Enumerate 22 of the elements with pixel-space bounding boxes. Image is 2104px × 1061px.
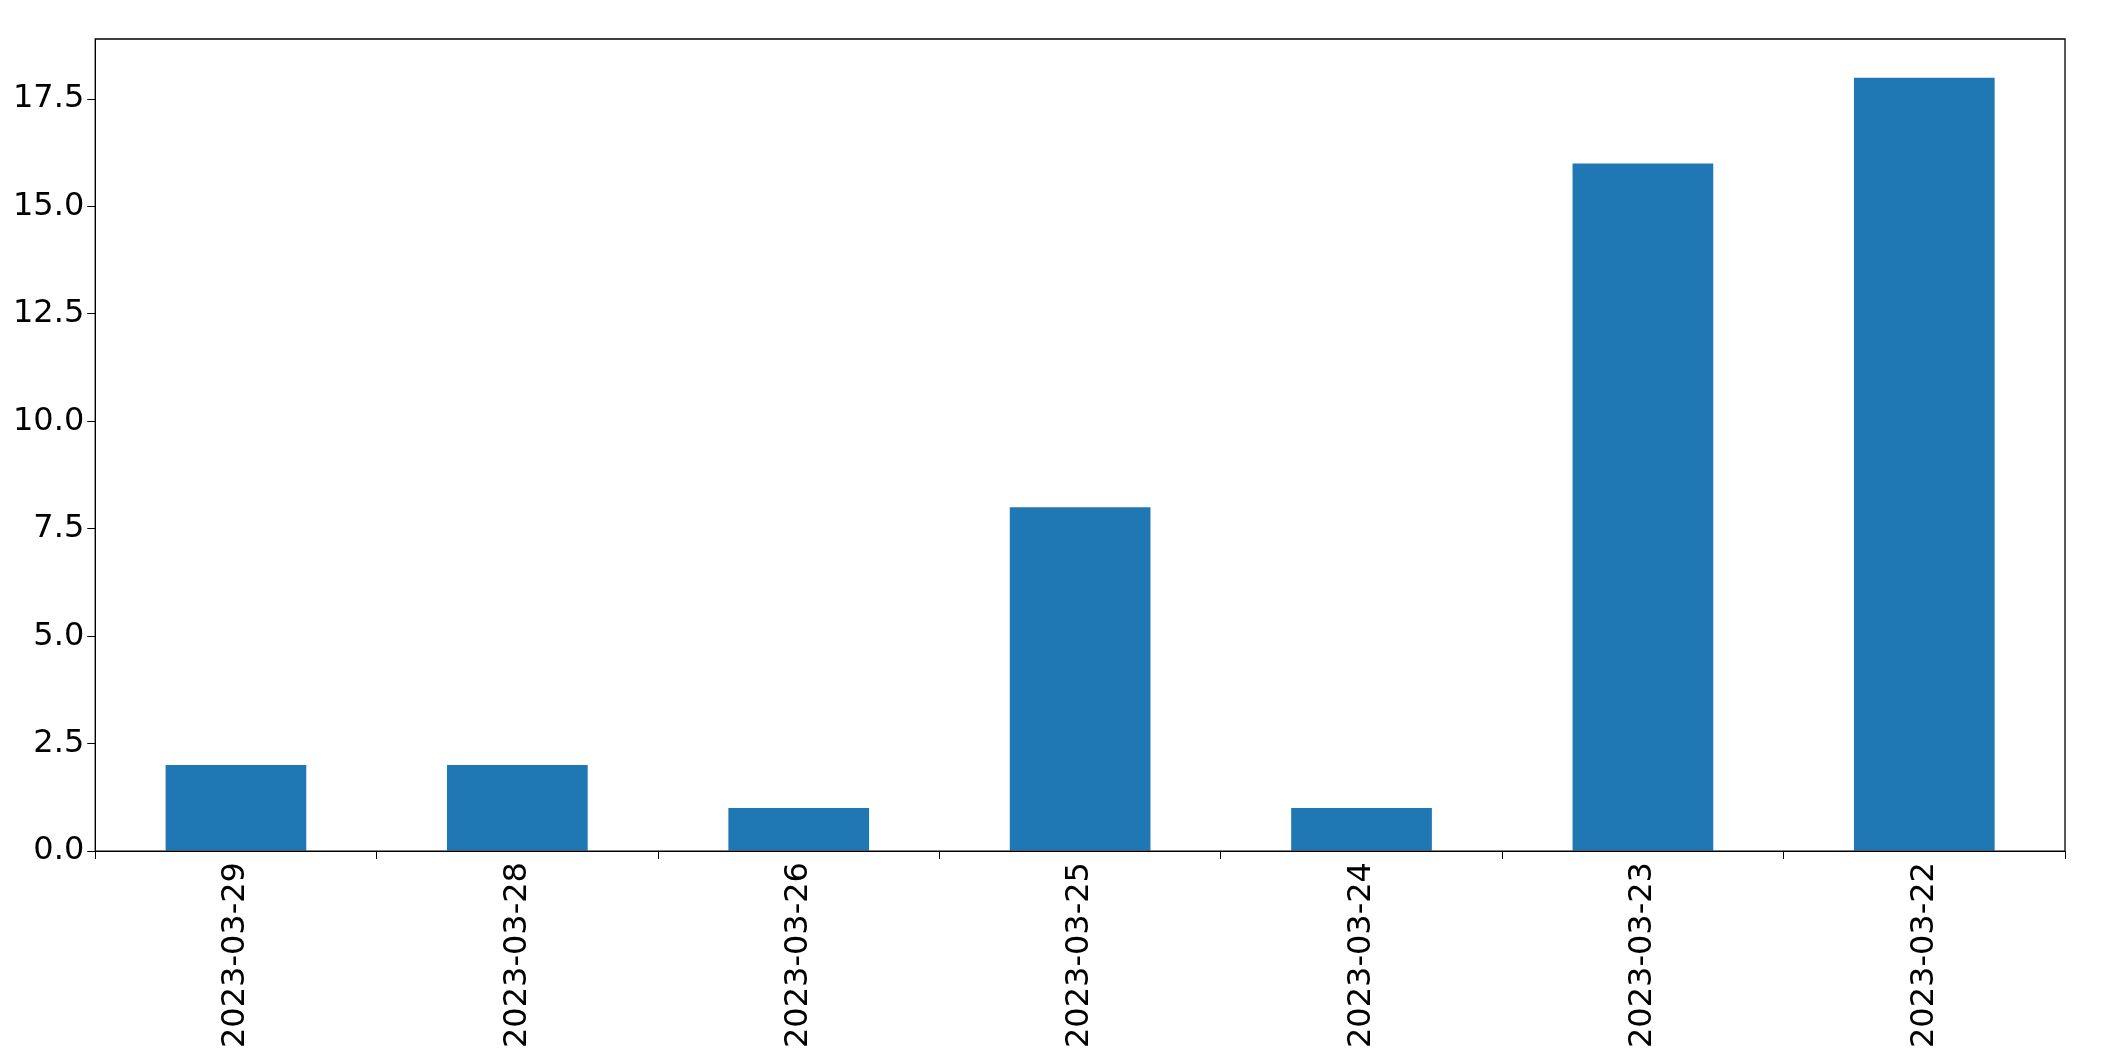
x-tick-label: 2023-03-22 xyxy=(1902,862,1941,1048)
bar xyxy=(1009,507,1151,851)
x-tick-label: 2023-03-24 xyxy=(1339,862,1378,1048)
x-tick-label: 2023-03-26 xyxy=(777,862,816,1048)
x-tick-label: 2023-03-25 xyxy=(1058,862,1097,1048)
bar xyxy=(446,765,588,851)
y-tick-label: 0.0 xyxy=(33,829,85,868)
x-tick-label: 2023-03-23 xyxy=(1621,862,1660,1048)
x-tick-label: 2023-03-28 xyxy=(495,862,534,1048)
bar xyxy=(728,808,870,851)
bar xyxy=(1853,77,1995,851)
x-tick-label: 2023-03-29 xyxy=(214,862,253,1048)
bar xyxy=(1291,808,1432,851)
y-tick-label: 2.5 xyxy=(33,721,85,760)
bar xyxy=(165,765,307,851)
y-tick-label: 5.0 xyxy=(33,614,85,653)
y-tick-label: 12.5 xyxy=(13,292,85,331)
y-tick-label: 17.5 xyxy=(13,77,85,116)
y-tick-label: 15.0 xyxy=(13,184,85,223)
y-tick-label: 10.0 xyxy=(13,399,85,438)
y-tick-label: 7.5 xyxy=(33,507,85,546)
bar xyxy=(1572,163,1714,851)
